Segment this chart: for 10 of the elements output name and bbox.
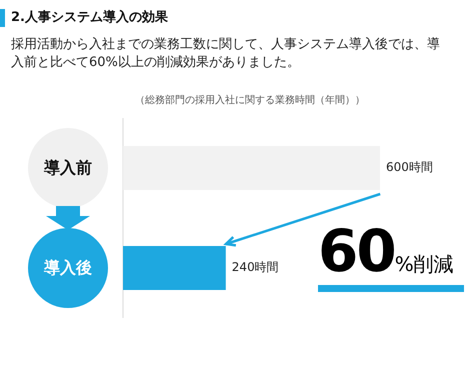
annotation: 60%削減 — [318, 217, 454, 285]
circle-badge: 導入前 — [28, 128, 108, 208]
data-label: 240時間 — [232, 260, 279, 274]
y-tick-label: 導入後 — [44, 258, 92, 278]
chart-subtitle: 採用活動から入社までの業務工数に関して、人事システム導入後では、導入前と比べて60%以上の削減効果がありました。 — [11, 36, 441, 72]
text: （総務部門の採用入社に関する業務時間（年間）） — [134, 94, 366, 107]
y-tick-label: 導入前 — [44, 158, 92, 178]
chart-title: 2.人事システム導入の効果 — [11, 8, 168, 26]
circle-badge: 導入後 — [28, 228, 108, 308]
data-label: 600時間 — [386, 160, 433, 174]
